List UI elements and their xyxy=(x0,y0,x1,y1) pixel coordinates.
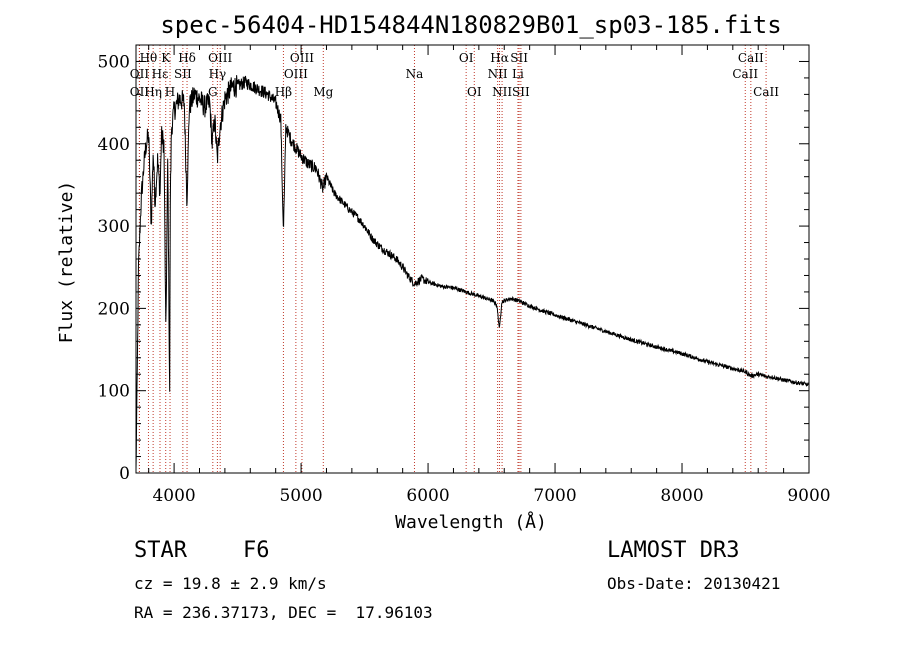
spectral-line-label: H xyxy=(165,85,175,99)
redshift-readout: cz = 19.8 ± 2.9 km/s xyxy=(134,574,327,593)
spectral-line-label: Hθ xyxy=(140,51,158,65)
axis-ticks: 4000 5000 6000 7000 8000 9000 0 100 200 300 400 500 xyxy=(98,45,831,506)
coordinates-readout: RA = 236.37173, DEC = 17.96103 xyxy=(134,603,433,622)
spectral-line-label: Hγ xyxy=(209,67,227,81)
spectral-line-label: OIII xyxy=(290,51,314,65)
spectral-line-label: SII xyxy=(174,67,192,81)
spectral-line-label: Hδ xyxy=(178,51,196,65)
x-tick-label: 8000 xyxy=(660,486,703,506)
y-tick-label: 400 xyxy=(98,135,130,155)
y-axis-label: Flux (relative) xyxy=(56,181,77,344)
spectral-line-label: NII xyxy=(488,67,508,81)
spectral-line-label: Hβ xyxy=(275,85,292,99)
spectral-line-label: SII xyxy=(510,51,528,65)
x-tick-label: 4000 xyxy=(152,486,195,506)
object-subclass: F6 xyxy=(243,538,270,563)
spectral-line-label: OIII xyxy=(208,51,232,65)
y-tick-label: 300 xyxy=(98,217,130,237)
observation-date: Obs-Date: 20130421 xyxy=(607,574,781,593)
y-tick-label: 500 xyxy=(98,52,130,72)
spectral-line-label: SII xyxy=(512,85,530,99)
plot-frame xyxy=(135,44,810,474)
spectral-line-label: Hε xyxy=(152,67,169,81)
x-tick-label: 7000 xyxy=(533,486,576,506)
spectral-line-label: CaII xyxy=(753,85,779,99)
spectral-line-label: Li xyxy=(512,67,524,81)
x-tick-label: 6000 xyxy=(406,486,449,506)
x-tick-label: 9000 xyxy=(787,486,830,506)
spectral-line-label: CaII xyxy=(738,51,764,65)
spectral-line-label: Mg xyxy=(313,85,333,99)
spectral-line-label: CaII xyxy=(732,67,758,81)
spectral-line-label: OII xyxy=(130,67,150,81)
spectral-line-label: OII xyxy=(130,85,150,99)
spectral-line-label: Na xyxy=(406,67,424,81)
spectral-line-label: NII xyxy=(492,85,512,99)
spectral-line-label: Hη xyxy=(144,85,162,99)
object-class: STAR xyxy=(134,538,187,563)
y-tick-label: 200 xyxy=(98,299,130,319)
spectrum-series xyxy=(135,75,810,470)
y-tick-label: 100 xyxy=(98,382,130,402)
y-tick-label: 0 xyxy=(119,464,130,484)
spectral-line-label: G xyxy=(208,85,218,99)
x-axis-label: Wavelength (Å) xyxy=(395,511,547,533)
spectral-line-markers xyxy=(138,45,767,473)
spectral-line-label: OIII xyxy=(284,67,308,81)
spectral-line-label: OI xyxy=(467,85,482,99)
survey-name: LAMOST DR3 xyxy=(607,538,740,563)
spectral-line-label: Hα xyxy=(490,51,509,65)
chart-title: spec-56404-HD154844N180829B01_sp03-185.f… xyxy=(160,11,781,39)
spectral-line-label: OI xyxy=(459,51,474,65)
spectral-line-label: K xyxy=(161,51,171,65)
x-tick-label: 5000 xyxy=(279,486,322,506)
